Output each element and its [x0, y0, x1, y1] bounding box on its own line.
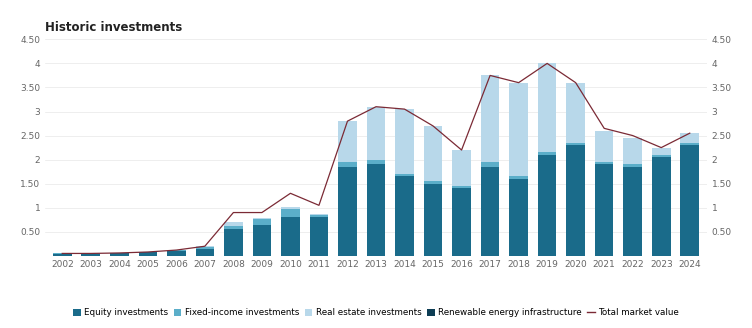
Bar [396, 176, 414, 256]
Text: Historic investments: Historic investments [45, 21, 183, 34]
Bar [481, 75, 499, 162]
Bar [566, 83, 585, 143]
Bar [338, 121, 356, 162]
Bar [196, 247, 214, 249]
Bar [338, 167, 356, 256]
Bar [681, 143, 699, 145]
Bar [110, 254, 129, 256]
Bar [595, 131, 614, 162]
Bar [566, 143, 585, 145]
Bar [509, 83, 528, 176]
Bar [196, 249, 214, 256]
Bar [224, 222, 243, 226]
Bar [623, 164, 642, 167]
Bar [281, 217, 300, 256]
Bar [110, 253, 129, 254]
Bar [167, 251, 186, 256]
Bar [281, 207, 300, 209]
Bar [538, 153, 556, 155]
Bar [367, 164, 385, 256]
Bar [652, 157, 671, 256]
Bar [253, 219, 271, 225]
Bar [509, 179, 528, 256]
Bar [652, 148, 671, 155]
Bar [595, 162, 614, 164]
Bar [681, 133, 699, 143]
Bar [566, 145, 585, 256]
Bar [452, 189, 471, 256]
Bar [481, 167, 499, 256]
Bar [424, 184, 442, 256]
Bar [538, 63, 556, 153]
Bar [452, 150, 471, 186]
Bar [281, 209, 300, 217]
Bar [224, 226, 243, 229]
Bar [681, 145, 699, 256]
Bar [310, 215, 328, 217]
Bar [167, 250, 186, 251]
Bar [367, 160, 385, 164]
Bar [138, 252, 157, 253]
Bar [81, 254, 100, 256]
Bar [424, 126, 442, 181]
Bar [138, 253, 157, 256]
Bar [481, 162, 499, 167]
Bar [538, 155, 556, 256]
Bar [338, 162, 356, 167]
Bar [253, 218, 271, 219]
Bar [452, 186, 471, 189]
Bar [623, 138, 642, 164]
Bar [509, 176, 528, 179]
Bar [652, 155, 671, 157]
Bar [595, 164, 614, 256]
Bar [53, 254, 71, 256]
Bar [424, 181, 442, 184]
Bar [224, 229, 243, 256]
Bar [310, 217, 328, 256]
Bar [253, 225, 271, 256]
Legend: Equity investments, Fixed-income investments, Real estate investments, Renewable: Equity investments, Fixed-income investm… [69, 305, 683, 321]
Bar [367, 107, 385, 160]
Bar [196, 246, 214, 247]
Bar [396, 109, 414, 174]
Bar [623, 167, 642, 256]
Bar [396, 174, 414, 176]
